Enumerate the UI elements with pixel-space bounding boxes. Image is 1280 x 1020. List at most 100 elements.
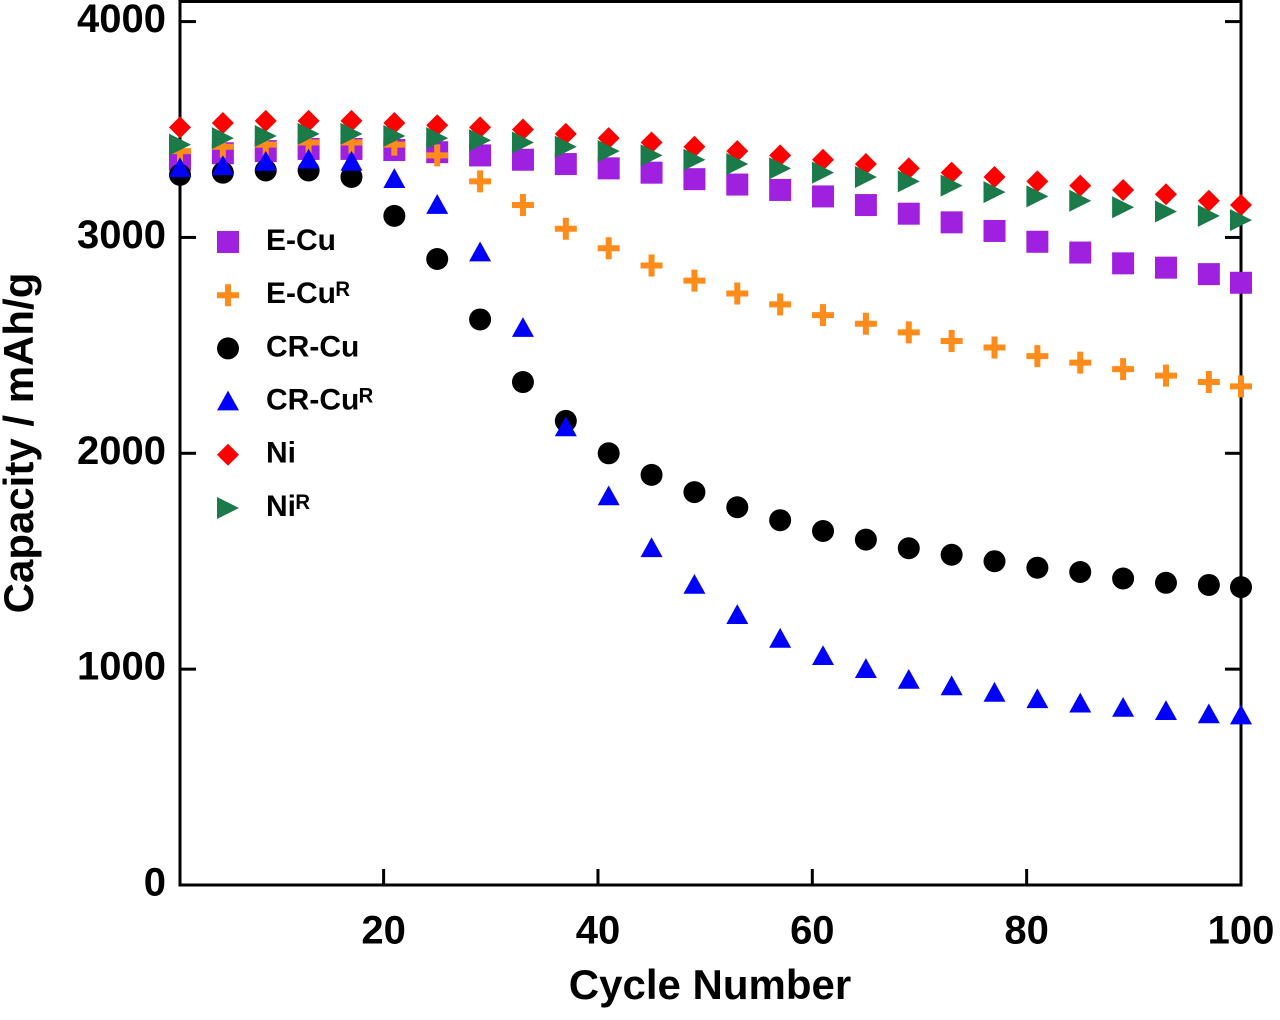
marker [1154,256,1177,279]
marker [383,168,406,188]
marker [169,133,191,156]
marker [940,543,963,566]
marker [1154,200,1177,223]
marker [169,157,191,178]
y-tick-label: 0 [144,861,166,905]
marker [1026,170,1049,193]
marker [1112,567,1135,590]
marker [1197,371,1220,394]
marker [983,181,1006,204]
marker [554,153,577,176]
x-tick-label: 80 [1004,909,1049,953]
marker [211,155,234,176]
marker [469,241,492,262]
marker [597,485,620,506]
legend-marker [217,231,239,253]
marker [597,157,620,180]
marker [1154,571,1177,594]
marker [254,109,277,132]
marker [426,127,449,150]
marker [511,317,534,337]
marker [1154,700,1177,721]
marker [554,217,577,240]
x-tick-label: 100 [1208,909,1275,953]
y-tick-label: 4000 [77,0,166,41]
marker [597,442,620,465]
marker [940,675,963,696]
marker [383,204,406,227]
marker [1230,194,1252,217]
x-axis-label: Cycle Number [569,961,851,1008]
marker [1069,561,1092,584]
marker [854,658,877,678]
marker [1112,697,1135,717]
marker [683,573,706,594]
marker [983,550,1006,573]
marker [426,194,449,214]
marker [640,537,663,558]
marker [1230,271,1252,294]
marker [812,645,835,665]
x-tick-label: 20 [361,909,406,953]
marker [940,211,963,234]
marker [897,202,920,225]
marker [1154,364,1177,387]
marker [426,144,449,167]
marker [297,148,320,169]
marker [683,269,706,292]
marker [726,604,749,624]
marker [597,140,620,163]
marker [940,174,963,197]
marker [169,116,191,139]
marker [812,161,835,184]
marker [683,148,706,171]
marker [812,304,835,327]
y-tick-label: 1000 [77,645,166,689]
y-axis-label: Capacity / mAh/g [0,273,42,614]
marker [1197,263,1220,286]
marker [1026,688,1049,709]
marker [812,520,835,542]
legend-label: E-Cuᴿ [266,277,350,310]
marker [1069,174,1092,197]
marker [211,112,234,135]
marker [340,122,363,145]
marker [1197,204,1220,227]
marker [769,509,792,532]
marker [897,321,920,344]
marker [554,135,577,158]
marker [726,153,749,176]
y-tick-label: 3000 [77,213,166,257]
marker [383,124,406,147]
marker [1230,576,1252,599]
marker [511,148,534,171]
marker [1197,573,1220,596]
marker [511,371,534,394]
marker [983,166,1006,188]
legend-marker [217,390,239,411]
marker [426,248,449,271]
marker [469,129,492,152]
marker [812,185,835,208]
marker [769,293,792,316]
marker [854,528,877,551]
marker [1026,185,1049,208]
marker [769,157,792,180]
marker [383,112,406,135]
marker [854,312,877,335]
marker [940,330,963,353]
marker [1069,692,1092,713]
marker [1026,345,1049,368]
marker [1112,252,1135,275]
marker [1069,189,1092,212]
marker [897,170,920,193]
marker [1026,556,1049,579]
legend-label: Niᴿ [266,490,310,523]
marker [426,114,449,137]
marker [211,127,234,150]
legend-label: Ni [266,437,296,470]
y-tick-label: 2000 [77,429,166,473]
legend-label: CR-Cu [266,330,359,363]
marker [983,219,1006,242]
